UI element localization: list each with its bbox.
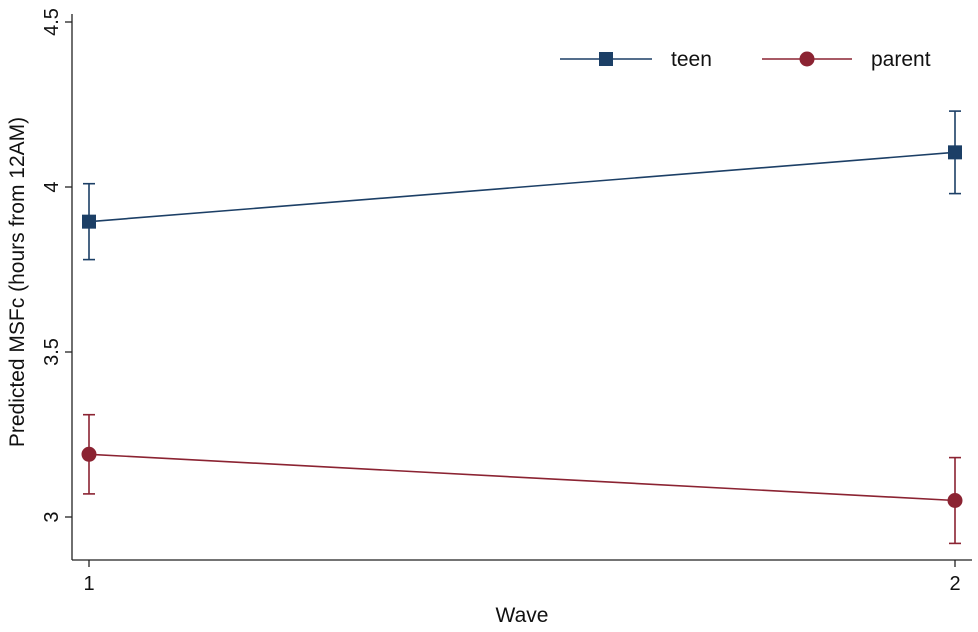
legend: teen parent: [560, 48, 931, 71]
legend-item-parent: parent: [762, 48, 931, 71]
point-parent-1: [81, 446, 97, 462]
legend-item-teen: teen: [560, 48, 712, 71]
point-teen-2: [948, 145, 962, 160]
series-line-parent: [88, 453, 956, 502]
legend-label-teen: teen: [671, 48, 712, 71]
y-tick-label-2: 4: [41, 181, 63, 192]
x-tick-label-0: 1: [83, 573, 94, 595]
series-parent: [81, 413, 963, 545]
x-tick-label-1: 2: [949, 573, 960, 595]
y-tick-label-0: 3: [41, 511, 63, 522]
legend-marker-parent: [799, 51, 815, 67]
y-tick-label-3: 4.5: [41, 8, 63, 36]
legend-label-parent: parent: [871, 48, 931, 71]
y-axis-title: Predicted MSFc (hours from 12AM): [6, 117, 29, 447]
point-parent-2: [947, 493, 963, 508]
axes: 3 3.5 4 4.5 1 2: [41, 8, 972, 595]
x-axis-title: Wave: [496, 604, 549, 627]
series-teen: [82, 110, 962, 261]
y-tick-label-1: 3.5: [41, 338, 63, 366]
point-teen-1: [82, 214, 96, 229]
legend-marker-teen: [599, 52, 613, 66]
series-line-teen: [88, 151, 956, 223]
series-layer: [81, 110, 963, 545]
